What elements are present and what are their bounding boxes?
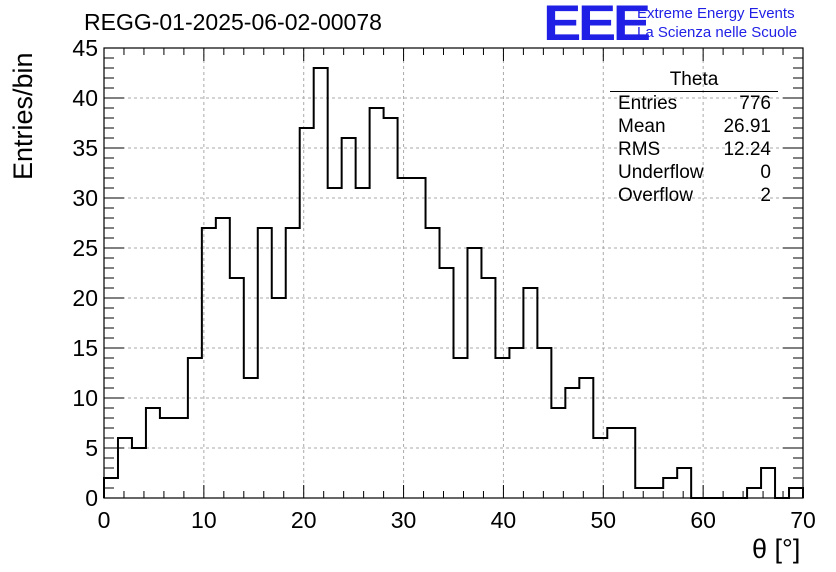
stats-row: Underflow 0 xyxy=(610,161,778,184)
stats-title: Theta xyxy=(610,69,778,92)
y-tick-label: 20 xyxy=(72,285,98,311)
y-tick-label: 10 xyxy=(72,385,98,411)
y-tick-label: 15 xyxy=(72,335,98,361)
y-tick-label: 45 xyxy=(72,35,98,61)
y-tick-label: 0 xyxy=(85,485,98,511)
y-tick-label: 35 xyxy=(72,135,98,161)
eee-logo: EEE xyxy=(543,0,651,51)
plot-frame xyxy=(103,47,804,499)
stats-row: Overflow 2 xyxy=(610,184,778,207)
stats-label: Entries xyxy=(618,93,678,114)
stats-value: 776 xyxy=(739,93,771,114)
y-tick-label: 40 xyxy=(72,85,98,111)
stats-value: 12.24 xyxy=(723,139,771,160)
x-tick-label: 10 xyxy=(191,507,217,533)
stats-label: Underflow xyxy=(618,162,704,183)
x-tick-label: 40 xyxy=(491,507,517,533)
stats-row: Entries 776 xyxy=(610,92,778,115)
x-tick-label: 30 xyxy=(391,507,417,533)
stats-label: RMS xyxy=(618,139,661,160)
chart-title: REGG-01-2025-06-02-00078 xyxy=(84,9,382,35)
stats-box: Theta Entries 776 Mean 26.91 RMS 12.24 Unde… xyxy=(610,69,778,207)
x-tick-label: 0 xyxy=(98,507,111,533)
logo-caption-line1: Extreme Energy Events xyxy=(637,5,795,22)
y-tick-label: 30 xyxy=(72,185,98,211)
histogram-series xyxy=(103,67,804,499)
x-tick-label: 60 xyxy=(690,507,716,533)
x-tick-label: 50 xyxy=(590,507,616,533)
stats-value: 26.91 xyxy=(723,116,771,137)
axis-ticks xyxy=(103,47,804,499)
stats-label: Mean xyxy=(618,116,666,137)
x-tick-label: 20 xyxy=(291,507,317,533)
stats-value: 2 xyxy=(760,185,771,206)
stats-label: Overflow xyxy=(618,185,693,206)
x-tick-label: 70 xyxy=(790,507,816,533)
stats-value: 0 xyxy=(760,162,771,183)
stats-row: RMS 12.24 xyxy=(610,138,778,161)
logo-caption: Extreme Energy Events La Scienza nelle S… xyxy=(637,4,797,42)
logo-caption-line2: La Scienza nelle Scuole xyxy=(637,24,798,41)
y-tick-label: 5 xyxy=(85,435,98,461)
y-tick-label: 25 xyxy=(72,235,98,261)
x-axis-label: θ [°] xyxy=(752,534,801,564)
y-axis-label: Entries/bin xyxy=(8,52,38,180)
stats-row: Mean 26.91 xyxy=(610,115,778,138)
grid-lines xyxy=(104,48,803,498)
